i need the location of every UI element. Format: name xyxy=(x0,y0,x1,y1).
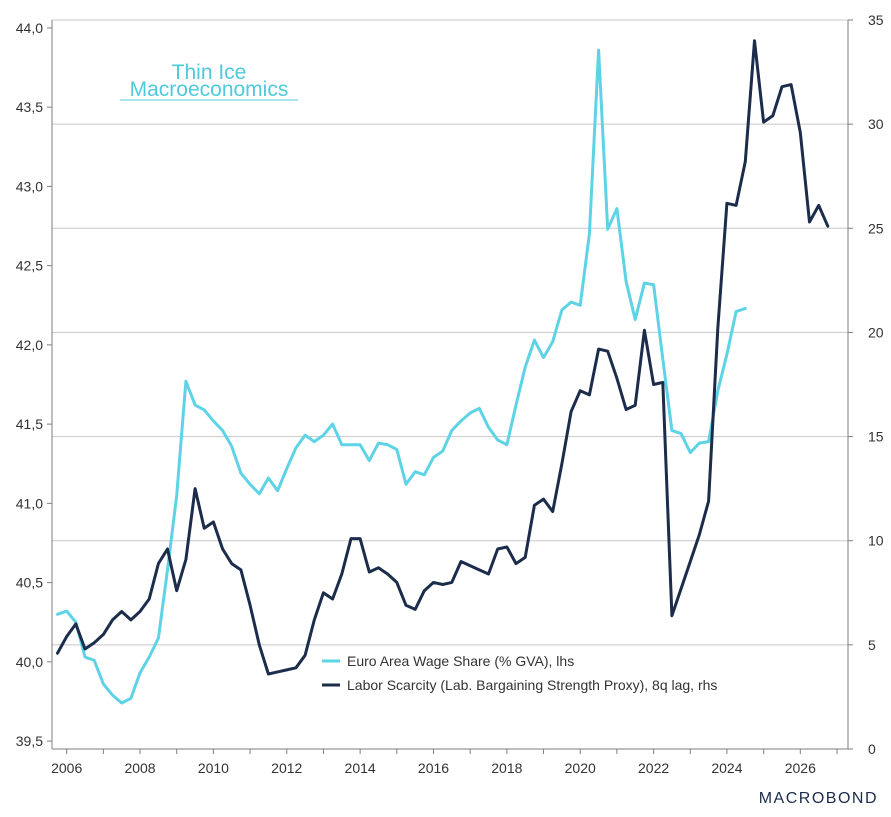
left-tick-label: 39,5 xyxy=(16,733,43,749)
right-tick-label: 30 xyxy=(868,116,884,132)
logo-line1: Thin Ice xyxy=(172,61,247,84)
legend-label-wage-share: Euro Area Wage Share (% GVA), lhs xyxy=(347,653,574,669)
right-axis-ticks: 0 5 10 15 20 25 30 35 xyxy=(848,12,884,757)
right-tick-label: 25 xyxy=(868,220,884,236)
axes xyxy=(51,20,849,750)
series-line-labor-scarcity xyxy=(56,39,830,676)
x-tick-label: 2024 xyxy=(711,760,742,776)
left-tick-label: 43,5 xyxy=(16,99,43,115)
left-tick-label: 42,5 xyxy=(16,258,43,274)
macrobond-logo: MACROBOND xyxy=(759,790,878,807)
x-tick-label: 2026 xyxy=(785,760,816,776)
right-tick-label: 10 xyxy=(868,533,884,549)
x-tick-label: 2008 xyxy=(124,760,155,776)
logo-line2: Macroeconomics xyxy=(130,78,289,101)
x-tick-label: 2010 xyxy=(198,760,229,776)
left-tick-label: 42,0 xyxy=(16,337,43,353)
right-tick-label: 5 xyxy=(868,637,876,653)
left-tick-label: 41,5 xyxy=(16,416,43,432)
left-tick-label: 40,0 xyxy=(16,654,43,670)
x-tick-label: 2018 xyxy=(491,760,522,776)
logo: Thin Ice Macroeconomics xyxy=(120,61,298,101)
left-tick-label: 41,0 xyxy=(16,495,43,511)
left-tick-label: 44,0 xyxy=(16,20,43,36)
grid-lines xyxy=(52,19,848,646)
legend: Euro Area Wage Share (% GVA), lhs Labor … xyxy=(322,653,717,693)
x-tick-label: 2020 xyxy=(565,760,596,776)
left-tick-label: 43,0 xyxy=(16,178,43,194)
right-tick-label: 0 xyxy=(868,741,876,757)
x-axis-ticks: 2006 2008 2010 2012 2014 2016 2018 2020 2022 2024… xyxy=(51,749,838,776)
right-tick-label: 15 xyxy=(868,429,884,445)
right-tick-label: 20 xyxy=(868,324,884,340)
legend-label-labor-scarcity: Labor Scarcity (Lab. Bargaining Strength… xyxy=(347,677,717,693)
series-line-wage-share xyxy=(56,48,747,705)
x-tick-label: 2014 xyxy=(345,760,376,776)
series-layer xyxy=(56,39,830,705)
x-tick-label: 2016 xyxy=(418,760,449,776)
x-tick-label: 2012 xyxy=(271,760,302,776)
x-tick-label: 2006 xyxy=(51,760,82,776)
right-tick-label: 35 xyxy=(868,12,884,28)
x-tick-label: 2022 xyxy=(638,760,669,776)
left-tick-label: 40,5 xyxy=(16,575,43,591)
left-axis-ticks: 39,5 40,0 40,5 41,0 41,5 42,0 42,5 43,0 43,5 44,0 xyxy=(16,20,52,749)
